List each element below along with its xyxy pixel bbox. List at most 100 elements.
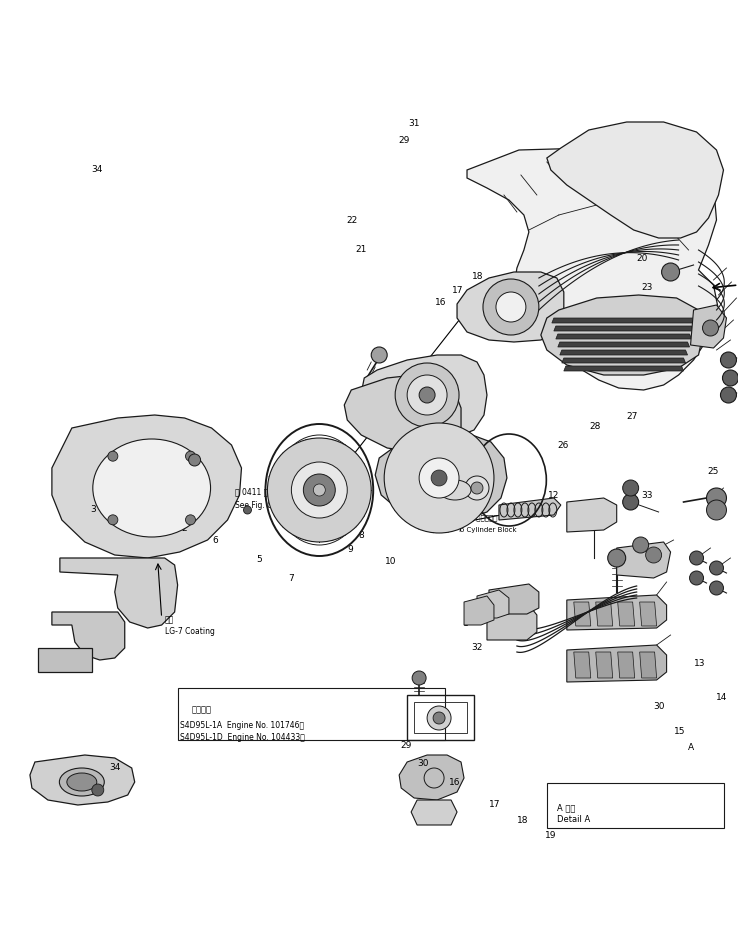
Polygon shape — [596, 652, 613, 678]
Polygon shape — [547, 122, 723, 238]
Circle shape — [384, 423, 494, 533]
Polygon shape — [554, 326, 694, 331]
Text: 2: 2 — [182, 524, 187, 533]
Circle shape — [314, 484, 325, 496]
Circle shape — [709, 581, 723, 595]
Circle shape — [108, 515, 118, 525]
Circle shape — [689, 571, 703, 585]
Bar — [547, 783, 725, 828]
Polygon shape — [541, 295, 703, 375]
Text: 17: 17 — [489, 800, 500, 809]
Text: 17: 17 — [452, 286, 463, 295]
Circle shape — [623, 494, 638, 510]
Polygon shape — [399, 755, 464, 800]
Polygon shape — [560, 350, 688, 355]
Circle shape — [465, 476, 489, 500]
Text: 5: 5 — [256, 555, 262, 565]
Circle shape — [483, 279, 539, 335]
Polygon shape — [30, 755, 135, 805]
Text: 塗布: 塗布 — [165, 616, 174, 625]
Circle shape — [471, 482, 483, 494]
Polygon shape — [477, 590, 509, 618]
Text: 6: 6 — [212, 536, 218, 545]
Polygon shape — [556, 334, 692, 339]
Text: 34: 34 — [92, 165, 103, 174]
Polygon shape — [640, 652, 657, 678]
Polygon shape — [52, 415, 241, 558]
Text: 18: 18 — [517, 816, 528, 825]
Text: S4D95L-1D  Engine No. 104433～: S4D95L-1D Engine No. 104433～ — [179, 733, 305, 743]
Text: Detail A: Detail A — [557, 816, 590, 824]
Circle shape — [623, 480, 638, 496]
Text: 図 0411 図参照: 図 0411 図参照 — [235, 487, 277, 497]
Polygon shape — [573, 602, 590, 626]
Text: 11: 11 — [408, 488, 420, 498]
Text: S4D95L-1A  Engine No. 101746～: S4D95L-1A Engine No. 101746～ — [179, 721, 304, 729]
Text: 23: 23 — [641, 283, 652, 292]
Polygon shape — [38, 648, 92, 672]
Polygon shape — [60, 558, 178, 628]
Polygon shape — [558, 342, 689, 347]
Text: 7: 7 — [288, 574, 294, 584]
Polygon shape — [640, 602, 657, 626]
Circle shape — [720, 352, 737, 368]
Text: 24: 24 — [627, 367, 638, 376]
Circle shape — [709, 561, 723, 575]
Circle shape — [244, 506, 252, 514]
Text: 12: 12 — [548, 490, 559, 500]
Text: シリンダ ブロック～: シリンダ ブロック～ — [457, 515, 497, 522]
Text: 20: 20 — [636, 254, 648, 264]
Ellipse shape — [67, 773, 97, 791]
Circle shape — [92, 784, 104, 796]
Polygon shape — [499, 498, 561, 520]
Text: 21: 21 — [355, 245, 367, 254]
Circle shape — [189, 454, 201, 466]
Text: 4: 4 — [151, 509, 156, 519]
Text: 30: 30 — [653, 702, 665, 711]
Polygon shape — [567, 498, 617, 532]
Text: LG-7 Coating: LG-7 Coating — [165, 627, 215, 637]
Text: 19: 19 — [545, 831, 556, 841]
Polygon shape — [375, 432, 507, 522]
Bar — [178, 688, 445, 740]
Polygon shape — [617, 542, 671, 578]
Text: 18: 18 — [472, 271, 483, 281]
Text: 29: 29 — [398, 136, 410, 146]
Circle shape — [433, 712, 445, 724]
Circle shape — [371, 347, 387, 363]
Text: 3: 3 — [90, 505, 96, 514]
Text: 13: 13 — [694, 659, 706, 668]
Circle shape — [689, 551, 703, 565]
Circle shape — [412, 671, 426, 685]
Circle shape — [419, 458, 459, 498]
Circle shape — [427, 706, 451, 730]
Text: A 詳細: A 詳細 — [557, 803, 575, 812]
Text: A: A — [688, 743, 694, 752]
Text: 31: 31 — [408, 119, 420, 129]
Polygon shape — [464, 596, 494, 625]
Polygon shape — [457, 272, 564, 342]
Circle shape — [632, 537, 649, 553]
Text: 19: 19 — [633, 322, 645, 331]
Polygon shape — [564, 366, 683, 371]
Circle shape — [703, 320, 719, 336]
Text: 27: 27 — [626, 412, 638, 422]
Circle shape — [419, 387, 435, 403]
Circle shape — [496, 292, 526, 322]
Circle shape — [723, 370, 738, 386]
Text: 14: 14 — [716, 693, 728, 703]
Polygon shape — [691, 305, 726, 348]
Ellipse shape — [439, 480, 471, 500]
Circle shape — [395, 363, 459, 427]
Text: 16: 16 — [435, 298, 446, 307]
Text: 16: 16 — [449, 778, 461, 787]
Polygon shape — [361, 355, 487, 440]
Text: 8: 8 — [358, 531, 364, 541]
Circle shape — [185, 515, 196, 525]
Polygon shape — [567, 595, 666, 630]
Polygon shape — [573, 652, 590, 678]
Text: 29: 29 — [401, 741, 413, 750]
Text: See Fig. 0411: See Fig. 0411 — [235, 501, 286, 509]
Text: 9: 9 — [348, 545, 354, 554]
Circle shape — [706, 488, 726, 508]
